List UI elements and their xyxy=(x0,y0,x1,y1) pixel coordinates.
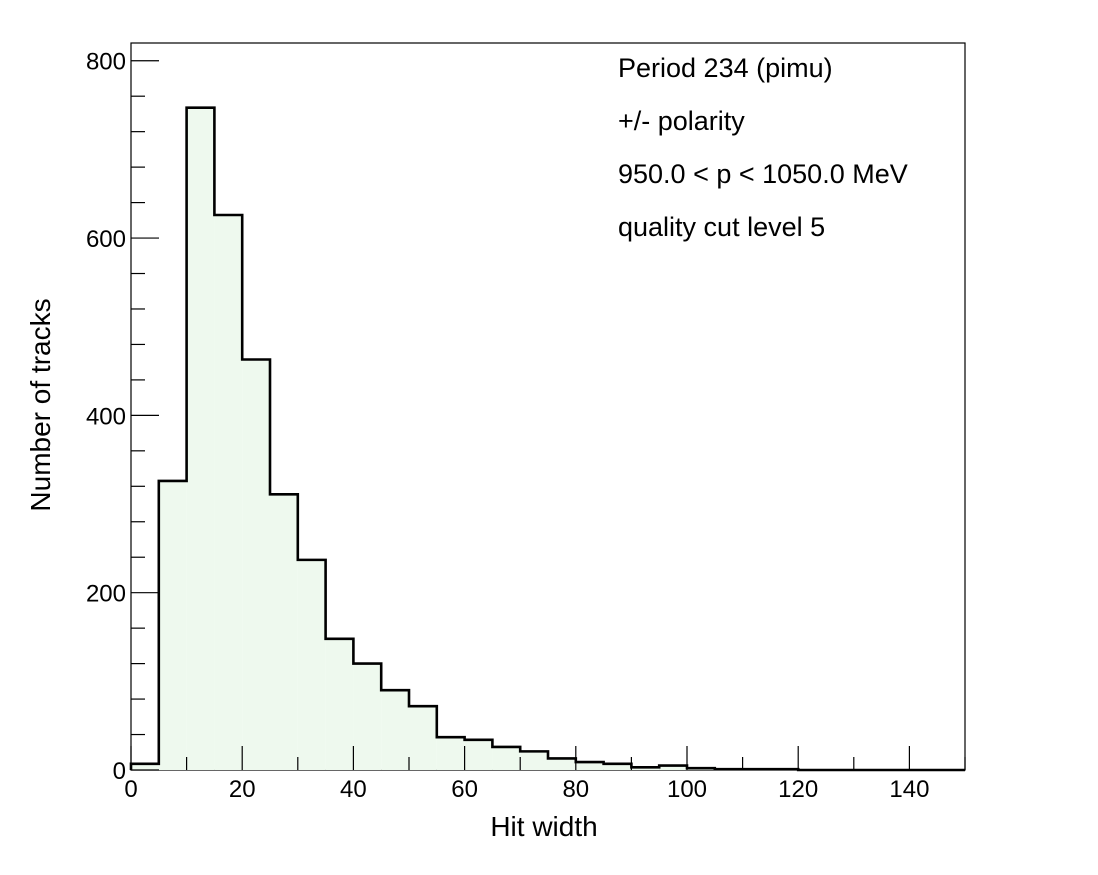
x-tick-label: 120 xyxy=(778,776,818,803)
x-axis-title: Hit width xyxy=(490,811,597,842)
histogram-bin xyxy=(131,763,159,770)
histogram-bin xyxy=(381,690,409,770)
y-tick-label: 200 xyxy=(86,581,126,608)
histogram-bin xyxy=(520,751,548,770)
histogram-bin xyxy=(214,214,243,770)
annotation-line: +/- polarity xyxy=(618,106,745,136)
x-tick-label: 100 xyxy=(667,776,707,803)
y-axis: 0 200 400 600 800 xyxy=(86,49,159,785)
histogram-bin xyxy=(409,706,437,770)
y-tick-label: 400 xyxy=(86,403,126,430)
x-tick-label: 140 xyxy=(889,776,929,803)
histogram-bin xyxy=(186,107,215,771)
annotation-block: Period 234 (pimu) +/- polarity 950.0 < p <… xyxy=(618,53,908,242)
histogram-bin xyxy=(464,739,493,770)
histogram-step-line xyxy=(129,106,965,772)
histogram-bars xyxy=(131,107,799,771)
histogram-bin xyxy=(492,746,521,770)
histogram-bin xyxy=(158,480,187,770)
histogram-bin xyxy=(242,359,270,770)
x-tick-label: 40 xyxy=(340,776,367,803)
x-tick-label: 60 xyxy=(451,776,478,803)
y-tick-label: 600 xyxy=(86,226,126,253)
histogram-bin xyxy=(325,638,354,770)
y-axis-title: Number of tracks xyxy=(25,298,56,511)
x-tick-label: 0 xyxy=(124,776,137,803)
histogram-bin xyxy=(436,737,465,770)
x-tick-label: 80 xyxy=(562,776,589,803)
histogram-bin xyxy=(575,762,604,770)
x-axis: 0 20 40 60 80 100 120 140 xyxy=(124,746,966,803)
x-tick-label: 20 xyxy=(229,776,256,803)
histogram-outline xyxy=(129,106,965,772)
y-tick-label: 800 xyxy=(86,49,126,76)
annotation-line: 950.0 < p < 1050.0 MeV xyxy=(618,159,908,189)
annotation-line: Period 234 (pimu) xyxy=(618,53,833,83)
histogram-bin xyxy=(353,663,382,770)
histogram-bin xyxy=(603,763,632,770)
histogram-bin xyxy=(548,758,576,770)
histogram-bin xyxy=(270,494,298,770)
histogram-bin xyxy=(659,765,687,770)
annotation-line: quality cut level 5 xyxy=(618,212,825,242)
histogram-bin xyxy=(297,559,326,770)
y-tick-label: 0 xyxy=(113,758,126,785)
histogram-bin xyxy=(631,767,660,770)
